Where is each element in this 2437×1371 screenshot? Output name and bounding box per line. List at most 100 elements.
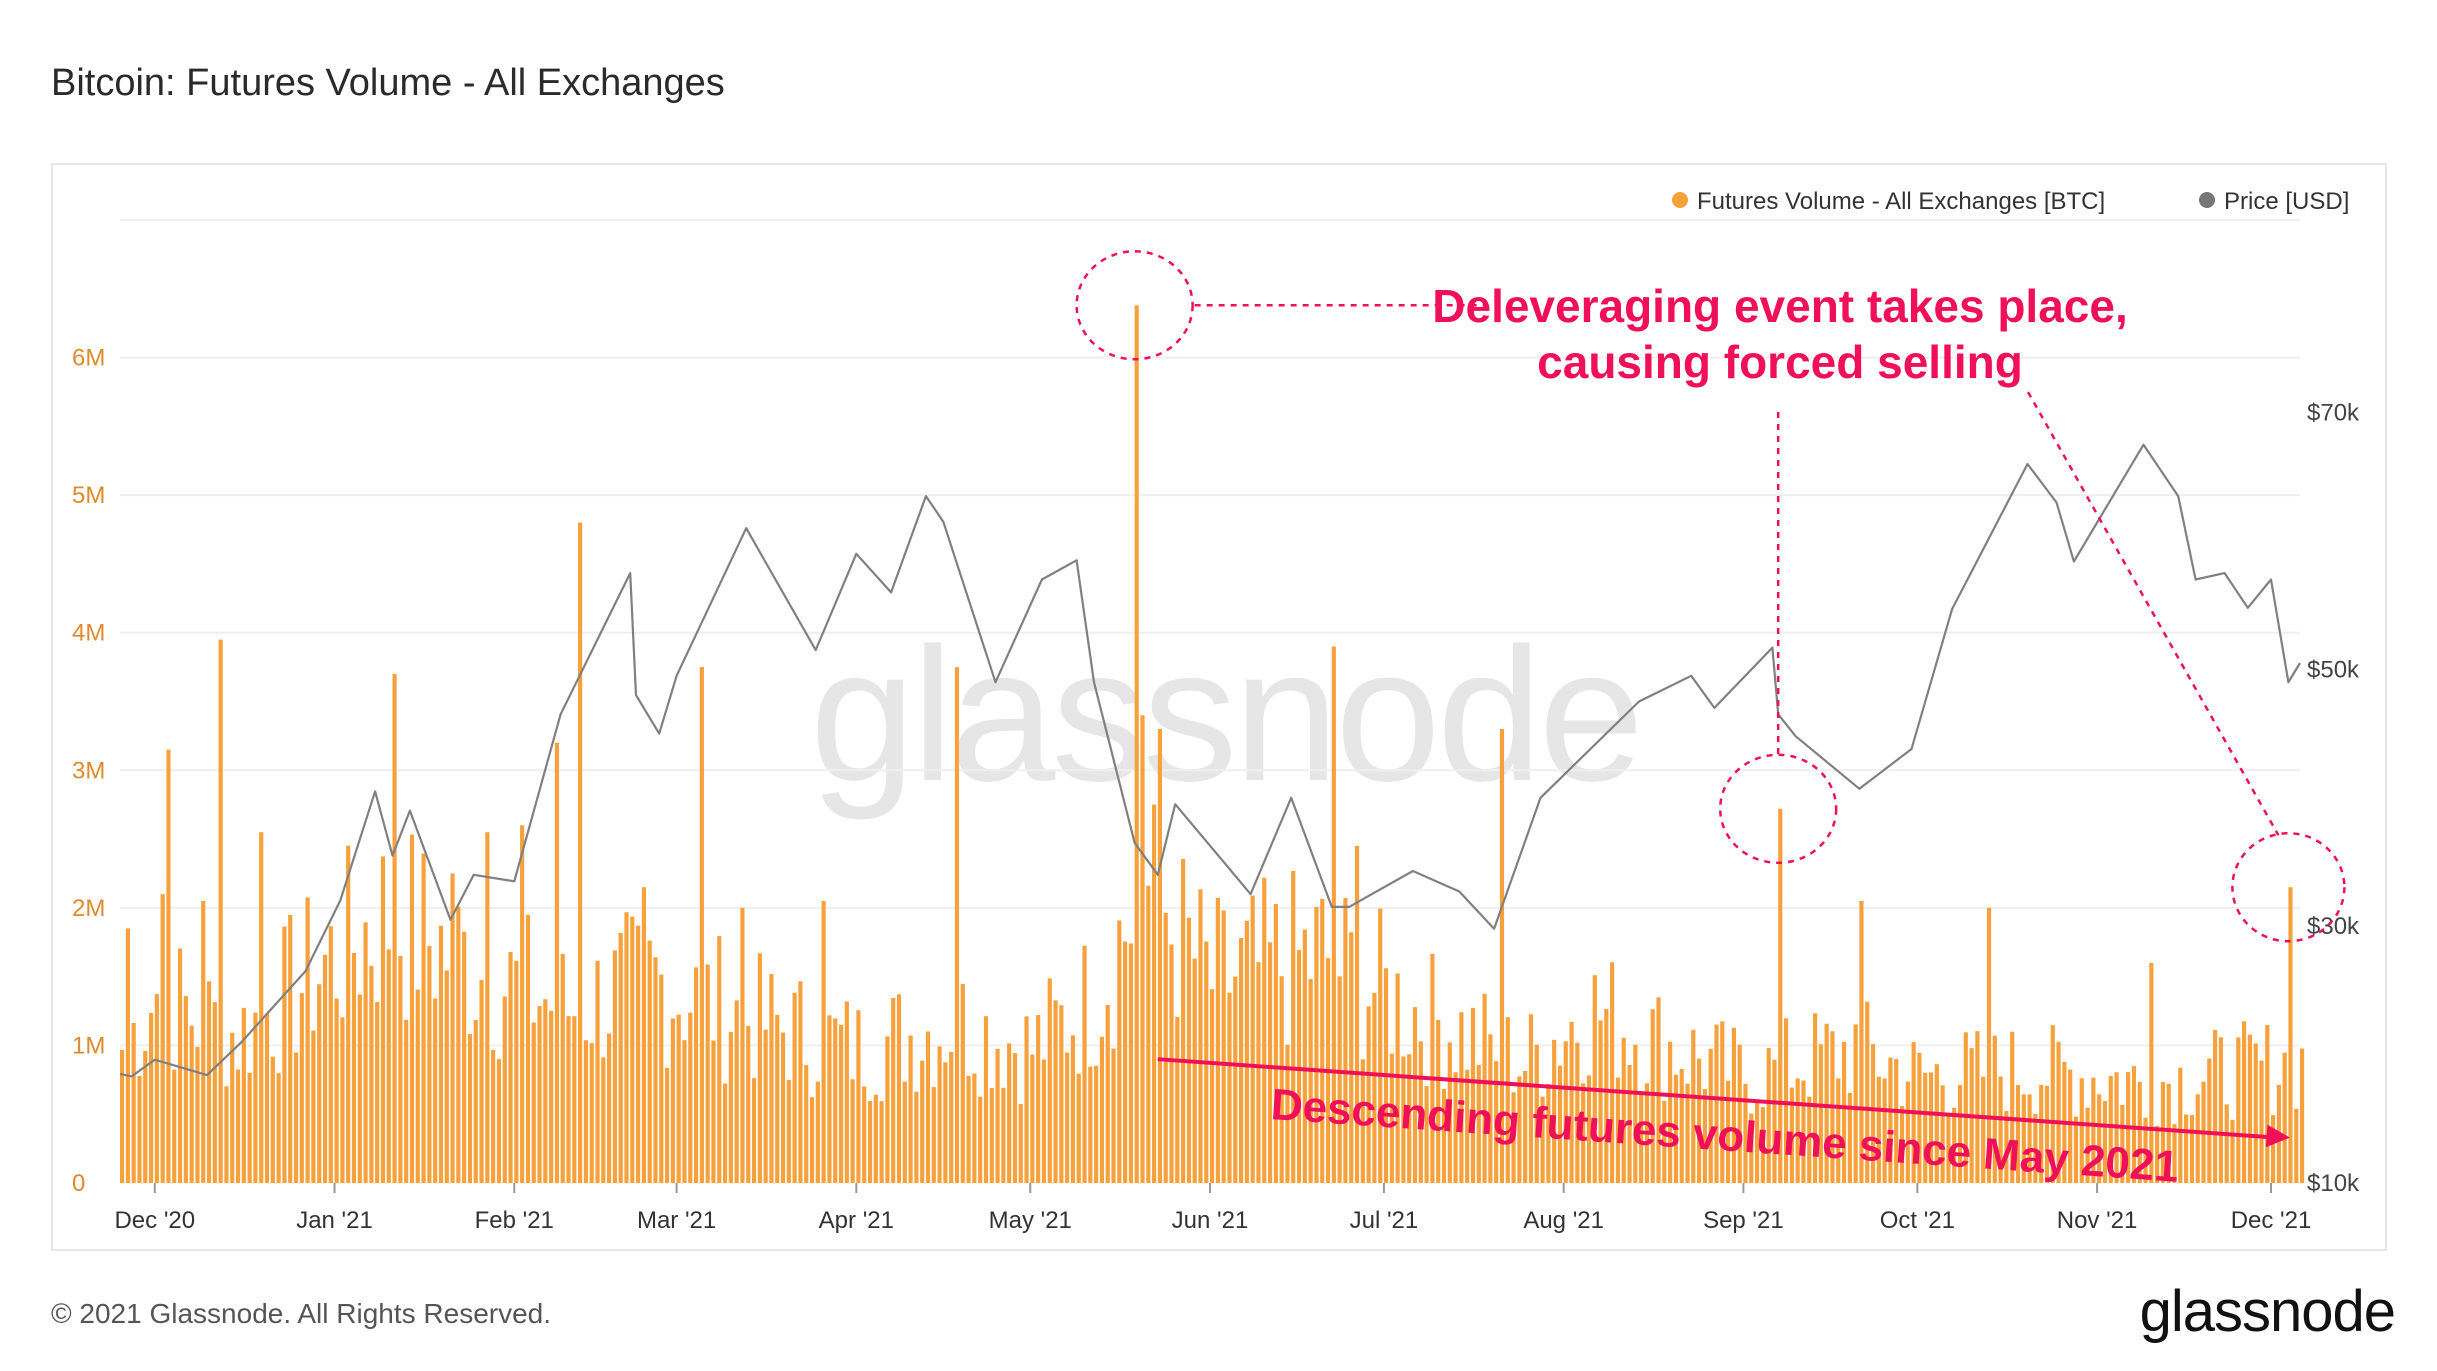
volume-bar [282, 926, 287, 1183]
volume-bar [2079, 1078, 2084, 1183]
volume-bar [1783, 1018, 1789, 1183]
volume-bar [438, 925, 444, 1183]
volume-bar [473, 1020, 478, 1183]
volume-bar [247, 1072, 252, 1183]
volume-bar [1047, 978, 1052, 1183]
volume-bar [1581, 1083, 1586, 1183]
volume-bar [462, 931, 467, 1183]
volume-bar [235, 1069, 241, 1183]
volume-bar [456, 906, 461, 1183]
volume-bar [1505, 1017, 1510, 1183]
y-left-tick-label: 3M [72, 757, 105, 784]
volume-bar [711, 1040, 716, 1183]
volume-bar [189, 1025, 194, 1183]
volume-bar [972, 1073, 977, 1183]
volume-bar [2294, 1108, 2299, 1183]
volume-bar [1528, 1014, 1534, 1183]
volume-bar [427, 945, 432, 1183]
volume-bar [1482, 993, 1487, 1183]
volume-bar [769, 973, 774, 1183]
volume-bar [688, 1012, 693, 1183]
volume-bar [1957, 1084, 1963, 1183]
y-right-tick-label: $10k [2307, 1170, 2360, 1197]
volume-bar [433, 998, 438, 1183]
volume-bar [351, 953, 357, 1183]
volume-bar [1210, 989, 1215, 1183]
volume-bar [943, 1062, 948, 1183]
volume-bar [734, 1000, 739, 1183]
volume-bar [1018, 1103, 1023, 1183]
volume-bar [583, 1040, 588, 1183]
volume-bar [1175, 1017, 1180, 1183]
volume-bar [902, 1081, 907, 1183]
volume-bar [543, 999, 548, 1183]
volume-bar [1372, 992, 1377, 1183]
volume-bar [1876, 1076, 1881, 1183]
volume-bar [1633, 1044, 1638, 1183]
x-tick-label: Feb '21 [475, 1207, 554, 1234]
volume-bar [653, 957, 658, 1183]
volume-bar [1221, 910, 1226, 1183]
volume-bar [2178, 1067, 2183, 1183]
x-tick-label: May '21 [989, 1207, 1072, 1234]
volume-bar [1418, 1041, 1423, 1183]
volume-bar [2155, 1125, 2160, 1183]
volume-bar [693, 967, 699, 1183]
volume-bar [1998, 1076, 2003, 1183]
volume-bar [1981, 1076, 1986, 1183]
x-tick-label: Mar '21 [637, 1207, 716, 1234]
volume-bar [1186, 917, 1191, 1183]
volume-bar [1053, 1000, 1058, 1183]
volume-bar [809, 1097, 815, 1183]
volume-bar [177, 948, 183, 1183]
volume-bar [1952, 1107, 1957, 1183]
volume-bar [1540, 1096, 1545, 1183]
highlight-circle [2231, 831, 2346, 943]
volume-bar [891, 998, 896, 1183]
volume-bar [1105, 1005, 1110, 1183]
volume-bar [1818, 1044, 1823, 1183]
volume-bar [264, 1013, 270, 1183]
volume-bar [1407, 1054, 1412, 1183]
volume-bar [833, 1018, 838, 1183]
volume-bar [1517, 1076, 1522, 1183]
volume-bar [676, 1014, 681, 1183]
volume-bar [212, 1002, 217, 1183]
legend-price-label: Price [USD] [2224, 188, 2349, 215]
volume-bar [722, 1083, 728, 1183]
y-right-tick-label: $70k [2307, 400, 2360, 427]
x-tick-label: Jul '21 [1350, 1207, 1419, 1234]
volume-bar [1215, 897, 1220, 1183]
volume-bar [1163, 912, 1168, 1183]
volume-bar [1262, 877, 1267, 1183]
volume-bar [1424, 1086, 1429, 1183]
deleveraging-annotation-text: Deleveraging event takes place, [1432, 280, 2127, 332]
volume-bar [1140, 715, 1145, 1183]
volume-bar [1024, 1016, 1029, 1183]
axes: 0 1M 2M 3M 4M 5M 6M $10k $30k $50k $70k Dec '20 Jan … [72, 345, 2360, 1234]
volume-bar [1441, 1088, 1447, 1183]
volume-bar [1801, 1080, 1806, 1183]
volume-bar [2056, 1041, 2061, 1183]
volume-bar [1488, 1034, 1493, 1183]
volume-bar [2120, 1104, 2125, 1183]
volume-bar [682, 1040, 687, 1183]
volume-bar [1975, 1031, 1980, 1183]
volume-bar [1563, 1041, 1568, 1183]
volume-bar [160, 894, 165, 1183]
volume-bar [554, 742, 560, 1183]
volume-bar [1917, 1052, 1922, 1183]
volume-bar [1476, 1064, 1481, 1183]
volume-bar [1726, 1080, 1731, 1183]
volume-bar [1012, 1053, 1018, 1183]
volume-bar [578, 522, 583, 1183]
volume-bar [566, 1016, 571, 1183]
volume-bar [1720, 1021, 1725, 1183]
volume-bar [2033, 1114, 2038, 1183]
legend-volume-label: Futures Volume - All Exchanges [BTC] [1697, 188, 2105, 215]
volume-bar [844, 1001, 849, 1183]
volume-bar [630, 916, 635, 1183]
volume-bar [1627, 1064, 1632, 1183]
y-right-tick-label: $30k [2307, 913, 2360, 940]
